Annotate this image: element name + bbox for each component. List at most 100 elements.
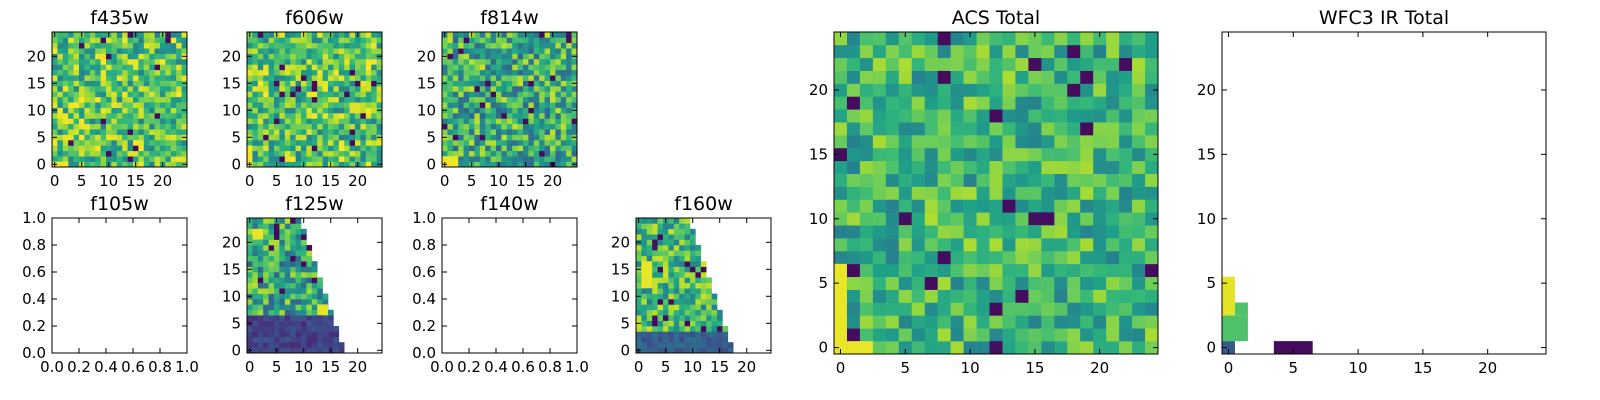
heatmap-cell [885, 96, 900, 110]
heatmap-cell [695, 304, 702, 311]
heatmap-cell [641, 304, 648, 311]
heatmap-cell [160, 156, 166, 162]
heatmap-cell [165, 48, 172, 54]
heatmap-cell [181, 32, 188, 38]
heatmap-cell [290, 309, 296, 316]
y-tick-label: 10 [417, 101, 436, 119]
heatmap-cell [279, 129, 286, 135]
heatmap-cell [279, 150, 286, 157]
heatmap-cell [100, 96, 107, 103]
heatmap-cell [52, 96, 58, 103]
heatmap-cell [924, 341, 938, 355]
heatmap-cell [279, 239, 286, 246]
heatmap-cell [690, 261, 696, 267]
heatmap-cell [165, 64, 172, 71]
heatmap-cell [885, 83, 900, 97]
heatmap-cell [149, 86, 155, 92]
heatmap-cell [506, 113, 513, 119]
heatmap-cell [859, 96, 874, 110]
heatmap-cell [279, 32, 286, 38]
heatmap-cell [317, 96, 323, 103]
heatmap-cell [73, 156, 80, 162]
heatmap-cell [176, 113, 182, 119]
heatmap-cell [338, 69, 345, 76]
heatmap-cell [458, 161, 464, 168]
heatmap-cell [539, 48, 545, 54]
heatmap-cell [306, 161, 313, 168]
heatmap-cell [268, 228, 275, 235]
heatmap-cell [679, 320, 685, 327]
heatmap-cell [1132, 70, 1146, 84]
heatmap-cell [247, 102, 253, 108]
heatmap-cell [976, 250, 990, 265]
heatmap-cell [523, 86, 529, 92]
heatmap-cell [122, 145, 128, 152]
heatmap-cell [463, 37, 470, 44]
heatmap-cell [284, 32, 291, 38]
x-tick-label: 5 [467, 172, 477, 190]
heatmap-cell [338, 134, 345, 141]
heatmap-cell [290, 299, 296, 305]
heatmap-cell [295, 86, 302, 92]
heatmap-cell [306, 145, 313, 152]
heatmap-cell [376, 123, 383, 130]
heatmap-cell [328, 145, 334, 152]
heatmap-cell [160, 86, 166, 92]
heatmap-cell [111, 161, 118, 168]
heatmap-cell [885, 147, 900, 162]
heatmap-cell [463, 107, 470, 114]
heatmap-cell [247, 309, 253, 316]
heatmap-cell [1093, 225, 1107, 239]
heatmap-cell [560, 161, 567, 168]
heatmap-cell [937, 44, 951, 59]
heatmap-cell [1067, 135, 1081, 149]
heatmap-cell [274, 69, 280, 76]
heatmap-cell [695, 250, 702, 257]
heatmap-cell [641, 218, 648, 224]
heatmap-cell [127, 118, 134, 125]
heatmap-cell [274, 336, 280, 343]
heatmap-cell [652, 309, 658, 316]
heatmap-cell [89, 53, 96, 60]
heatmap-cell [846, 250, 861, 265]
heatmap-cell [252, 255, 259, 262]
heatmap-cell [1054, 160, 1068, 174]
heatmap-cell [937, 315, 951, 329]
heatmap-cell [533, 118, 540, 125]
heatmap-cell [528, 80, 535, 87]
heatmap-cell [458, 145, 464, 152]
heatmap-cell [1002, 225, 1016, 239]
heatmap-cell [301, 342, 307, 348]
heatmap-cell [160, 150, 166, 157]
x-tick-label: 0 [50, 172, 60, 190]
heatmap-cell [349, 96, 356, 103]
heatmap-cell [657, 282, 664, 289]
heatmap-cell [560, 96, 567, 103]
heatmap-cell [679, 266, 685, 273]
heatmap-cell [360, 69, 367, 76]
heatmap-cell [79, 118, 85, 125]
heatmap-cell [52, 69, 58, 76]
heatmap-cell [73, 113, 80, 119]
heatmap-cell [73, 75, 80, 81]
heatmap-cell [365, 48, 372, 54]
heatmap-cell [528, 161, 535, 168]
heatmap-cell [684, 315, 691, 321]
heatmap-cell [176, 53, 182, 60]
heatmap-cell [311, 288, 318, 294]
heatmap-cell [252, 42, 259, 49]
heatmap-cell [306, 118, 313, 125]
heatmap-cell [133, 59, 139, 65]
heatmap-cell [859, 109, 874, 123]
heatmap-cell [89, 123, 96, 130]
heatmap-cell [490, 37, 497, 44]
heatmap-cell [95, 32, 101, 38]
heatmap-cell [523, 42, 529, 49]
y-tick-label: 0 [620, 341, 630, 359]
heatmap-cell [950, 199, 964, 213]
heatmap-cell [306, 48, 313, 54]
heatmap-cell [149, 123, 155, 130]
heatmap-cell [311, 75, 318, 81]
heatmap-cell [306, 75, 313, 81]
